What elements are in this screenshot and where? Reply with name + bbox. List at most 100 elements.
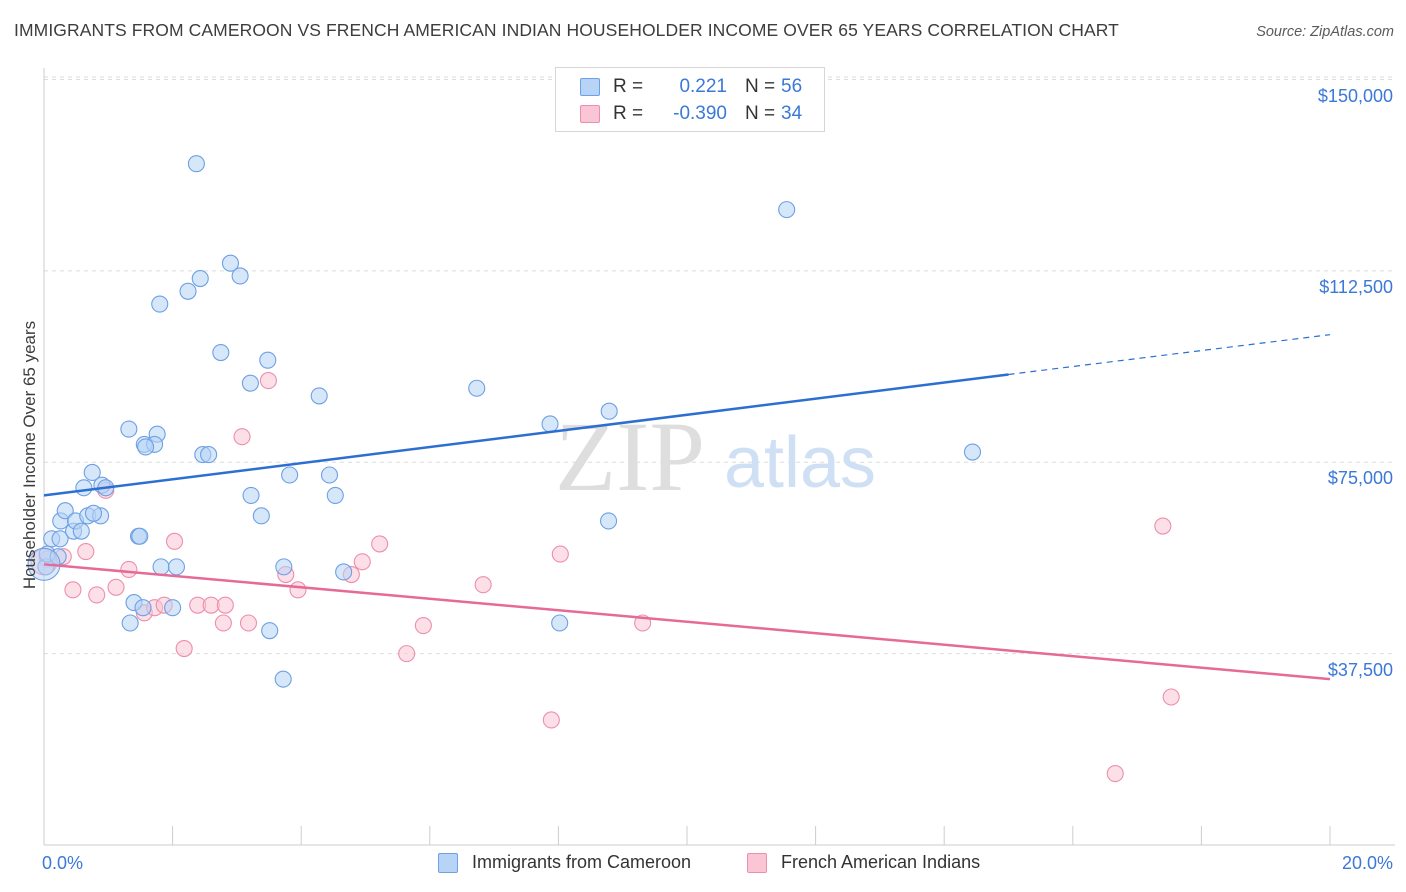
point-french-american-indians bbox=[1106, 765, 1124, 783]
point-french-american-indians bbox=[107, 578, 125, 596]
point-french-american-indians bbox=[216, 596, 234, 614]
point-french-american-indians bbox=[398, 645, 416, 663]
point-cameroon bbox=[778, 201, 796, 219]
point-french-american-indians bbox=[542, 711, 560, 729]
legend-n-label: N = bbox=[745, 103, 776, 124]
point-cameroon bbox=[56, 502, 74, 520]
point-cameroon bbox=[151, 295, 169, 313]
point-french-american-indians bbox=[175, 639, 193, 658]
point-cameroon bbox=[326, 486, 344, 504]
point-cameroon bbox=[72, 522, 90, 540]
point-french-american-indians bbox=[259, 372, 277, 390]
trend-line-cameroon bbox=[43, 373, 1009, 497]
point-cameroon bbox=[187, 155, 205, 173]
point-french-american-indians bbox=[214, 614, 232, 632]
y-tick-label: $150,000 bbox=[1317, 86, 1393, 106]
point-cameroon bbox=[51, 530, 69, 548]
bottom-legend-swatch-pink bbox=[747, 852, 767, 873]
x-tick-label-min: 0.0% bbox=[42, 853, 84, 873]
x-tick-label-max: 20.0% bbox=[1341, 853, 1393, 873]
point-cameroon bbox=[310, 387, 328, 405]
legend-r-label: R = bbox=[613, 76, 644, 97]
legend-swatch-pink bbox=[580, 105, 600, 123]
legend-swatch-blue bbox=[580, 78, 600, 96]
legend-n-label: N = bbox=[745, 76, 776, 97]
point-cameroon bbox=[551, 614, 569, 632]
source-label: Source: ZipAtlas.com bbox=[1256, 24, 1394, 40]
point-cameroon bbox=[320, 466, 339, 484]
point-cameroon bbox=[137, 438, 155, 456]
y-axis-label: Householder Income Over 65 years bbox=[20, 320, 39, 590]
point-cameroon bbox=[179, 282, 197, 300]
point-cameroon bbox=[84, 504, 103, 522]
point-french-american-indians bbox=[1162, 688, 1180, 706]
point-cameroon bbox=[83, 463, 101, 482]
legend-r-value: -0.390 bbox=[673, 103, 727, 124]
y-tick-label: $37,500 bbox=[1327, 660, 1393, 680]
point-french-american-indians bbox=[64, 581, 82, 599]
legend-row-french-american-indians: R = -0.390 N = 34 bbox=[580, 102, 802, 126]
point-cameroon bbox=[120, 420, 138, 438]
point-french-american-indians bbox=[551, 545, 569, 563]
point-cameroon bbox=[274, 670, 292, 688]
point-french-american-indians bbox=[474, 576, 492, 594]
point-french-american-indians bbox=[77, 543, 95, 561]
point-cameroon bbox=[131, 527, 149, 545]
point-cameroon bbox=[152, 558, 170, 576]
point-cameroon bbox=[242, 486, 260, 504]
point-cameroon bbox=[134, 599, 152, 617]
point-french-american-indians bbox=[165, 532, 184, 550]
point-french-american-indians bbox=[414, 617, 432, 635]
watermark-atlas: atlas bbox=[724, 423, 876, 503]
point-cameroon bbox=[252, 507, 270, 525]
gridlines bbox=[44, 76, 1395, 655]
point-cameroon bbox=[221, 254, 240, 272]
point-cameroon bbox=[600, 512, 618, 530]
watermark-zip: ZIP bbox=[555, 401, 705, 512]
y-tick-label: $112,500 bbox=[1319, 277, 1393, 297]
legend-n-value: 56 bbox=[781, 76, 803, 97]
trend-line-cameroon-extrapolated bbox=[1008, 334, 1331, 376]
point-cameroon bbox=[121, 614, 139, 632]
point-cameroon bbox=[335, 563, 353, 581]
point-cameroon bbox=[231, 267, 249, 285]
point-cameroon bbox=[468, 379, 486, 397]
point-french-american-indians bbox=[353, 553, 371, 571]
legend-n-value: 34 bbox=[781, 103, 803, 124]
correlation-legend: R = 0.221 N = 56 R = -0.390 N = 34 bbox=[555, 67, 825, 132]
point-french-american-indians bbox=[239, 614, 258, 632]
axes bbox=[43, 68, 1395, 846]
point-cameroon bbox=[241, 374, 259, 392]
legend-row-cameroon: R = 0.221 N = 56 bbox=[580, 75, 802, 99]
point-cameroon bbox=[281, 466, 299, 484]
point-french-american-indians bbox=[120, 560, 138, 578]
point-cameroon bbox=[212, 343, 230, 362]
point-cameroon bbox=[259, 351, 277, 369]
bottom-legend-swatch-blue bbox=[438, 852, 458, 873]
bottom-legend-french-american-indians: French American Indians bbox=[747, 852, 980, 873]
point-cameroon bbox=[963, 443, 982, 461]
point-cameroon bbox=[275, 558, 293, 576]
point-cameroon bbox=[167, 558, 186, 576]
series-cameroon-points bbox=[27, 155, 982, 688]
point-cameroon bbox=[164, 599, 182, 617]
point-french-american-indians bbox=[1154, 517, 1172, 535]
trend-line-french-american-indians bbox=[43, 563, 1331, 681]
trend-lines bbox=[43, 334, 1331, 681]
point-cameroon bbox=[191, 269, 209, 288]
legend-r-label: R = bbox=[613, 103, 644, 124]
bottom-legend-label: French American Indians bbox=[781, 852, 981, 872]
y-tick-label: $75,000 bbox=[1327, 468, 1393, 488]
bottom-legend-label: Immigrants from Cameroon bbox=[472, 852, 692, 872]
point-cameroon bbox=[200, 446, 218, 464]
chart-title: IMMIGRANTS FROM CAMEROON VS FRENCH AMERI… bbox=[14, 20, 1119, 40]
point-cameroon bbox=[541, 415, 559, 433]
point-french-american-indians bbox=[289, 581, 307, 599]
point-french-american-indians bbox=[371, 535, 389, 553]
point-french-american-indians bbox=[233, 428, 251, 446]
point-cameroon bbox=[261, 622, 279, 640]
watermark: ZIP atlas bbox=[555, 401, 876, 512]
bottom-legend-cameroon: Immigrants from Cameroon bbox=[438, 852, 691, 873]
point-cameroon bbox=[75, 479, 93, 497]
